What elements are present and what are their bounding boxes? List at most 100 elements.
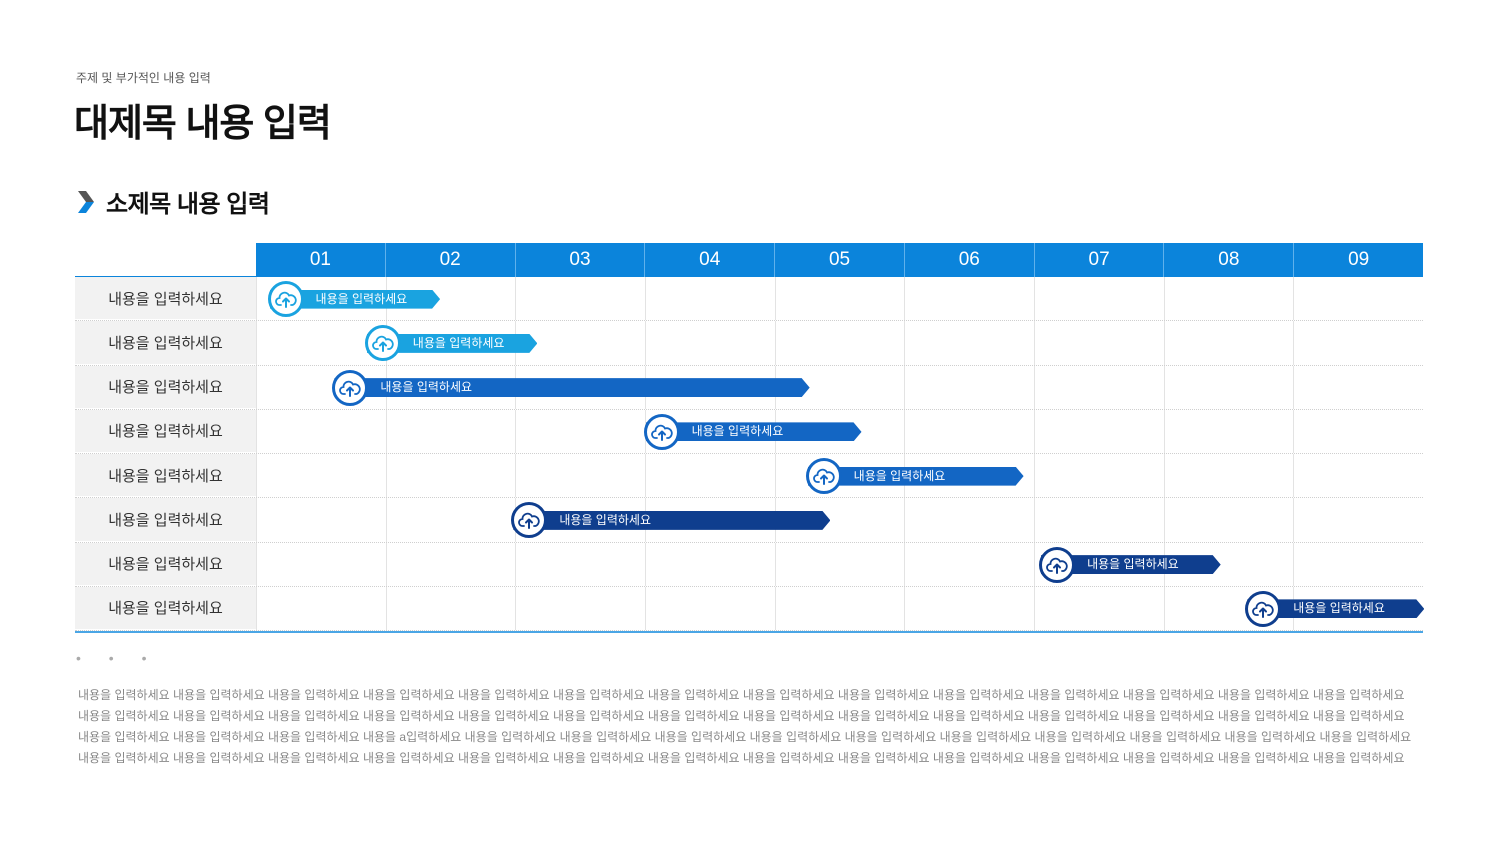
grid-cell [256,542,386,586]
label-column-top-line [75,276,256,277]
grid-cell [256,409,386,453]
body-text-line: 내용을 입력하세요 내용을 입력하세요 내용을 입력하세요 내용을 입력하세요 … [78,688,1405,702]
grid-cell [645,365,775,409]
grid-cell [515,542,645,586]
body-text-line: 내용을 입력하세요 내용을 입력하세요 내용을 입력하세요 내용을 입력하세요 … [78,709,1405,723]
grid-cell [1293,321,1423,365]
column-header-05: 05 [775,243,905,277]
table-row: 내용을 입력하세요 [75,542,1423,587]
grid-cell [515,365,645,409]
grid-cell [645,321,775,365]
section-heading: 소제목 내용 입력 [76,184,270,219]
body-text: 내용을 입력하세요 내용을 입력하세요 내용을 입력하세요 내용을 입력하세요 … [78,685,1412,769]
grid-cell [256,321,386,365]
column-header-03: 03 [516,243,646,277]
grid-cell [1163,586,1294,630]
row-label: 내용을 입력하세요 [75,454,256,498]
grid-cell [515,277,645,321]
grid-cell [1034,586,1164,630]
grid-cell [1293,365,1423,409]
grid-cell [1163,365,1294,409]
grid-cell [774,542,905,586]
row-label: 내용을 입력하세요 [75,277,256,321]
grid-cell [645,498,775,542]
body-text-line: 내용을 입력하세요 내용을 입력하세요 내용을 입력하세요 내용을 a입력하세요… [78,730,1412,744]
grid-cell [385,277,516,321]
grid-cell [774,586,905,630]
grid-cell [1293,586,1423,630]
grid-cell [774,321,905,365]
grid-cell [1293,542,1423,586]
grid-cell [1293,454,1423,498]
grid-cell [1034,277,1164,321]
grid-cell [645,542,775,586]
grid-cell [256,498,386,542]
page-subtitle: 주제 및 부가적인 내용 입력 [76,71,211,85]
grid-cell [645,586,775,630]
grid-cell [904,498,1034,542]
table-row: 내용을 입력하세요 [75,409,1423,454]
column-header-08: 08 [1164,243,1295,277]
row-label: 내용을 입력하세요 [75,321,256,365]
grid-cell [256,277,386,321]
column-header-02: 02 [386,243,516,277]
grid-cell [515,498,645,542]
grid-cell [904,277,1034,321]
grid-cell [904,365,1034,409]
column-header-07: 07 [1035,243,1165,277]
grid-cell [1293,498,1423,542]
grid-cell [774,498,905,542]
grid-cell [904,586,1034,630]
row-label: 내용을 입력하세요 [75,498,256,542]
row-label: 내용을 입력하세요 [75,365,256,409]
grid-cell [904,409,1034,453]
table-row: 내용을 입력하세요 [75,586,1423,631]
gantt-chart: 01 02 03 04 05 06 07 08 09 내용을 입력하세요 내용을 입력하세요 내용을… [75,243,1423,633]
grid-cell [645,409,775,453]
grid-cell [385,454,516,498]
section-title: 소제목 내용 입력 [106,191,270,218]
grid-cell [774,409,905,453]
grid-cell [645,277,775,321]
table-row: 내용을 입력하세요 [75,498,1423,543]
chevron-right-icon [78,190,94,213]
gantt-bottom-line [75,631,1423,633]
grid-cell [904,454,1034,498]
grid-cell [774,454,905,498]
row-label: 내용을 입력하세요 [75,542,256,586]
grid-cell [1163,542,1294,586]
grid-cell [1163,409,1294,453]
column-header-09: 09 [1348,249,1370,270]
grid-cell [904,321,1034,365]
grid-cell [515,321,645,365]
grid-cell [1163,277,1294,321]
table-row: 내용을 입력하세요 [75,321,1423,366]
grid-cell [1163,321,1294,365]
grid-cell [774,365,905,409]
grid-cell [256,586,386,630]
column-header-04: 04 [645,243,776,277]
grid-cell [1034,409,1164,453]
row-label: 내용을 입력하세요 [75,586,256,630]
table-row: 내용을 입력하세요 [75,454,1423,499]
table-row: 내용을 입력하세요 [75,277,1423,322]
grid-cell [515,454,645,498]
grid-cell [645,454,775,498]
grid-cell [256,454,386,498]
grid-cell [385,321,516,365]
body-text-line: 내용을 입력하세요 내용을 입력하세요 내용을 입력하세요 내용을 입력하세요 … [78,751,1405,765]
grid-cell [1034,542,1164,586]
grid-cell [385,542,516,586]
gantt-header: 01 02 03 04 05 06 07 08 09 [256,243,1423,277]
grid-cell [904,542,1034,586]
column-header-01: 01 [256,243,386,277]
grid-cell [385,409,516,453]
grid-cell [1163,498,1294,542]
table-row: 내용을 입력하세요 [75,365,1423,410]
grid-cell [515,409,645,453]
grid-cell [385,586,516,630]
column-header-06: 06 [905,243,1035,277]
grid-cell [774,277,905,321]
grid-cell [1293,409,1423,453]
grid-cell [515,586,645,630]
